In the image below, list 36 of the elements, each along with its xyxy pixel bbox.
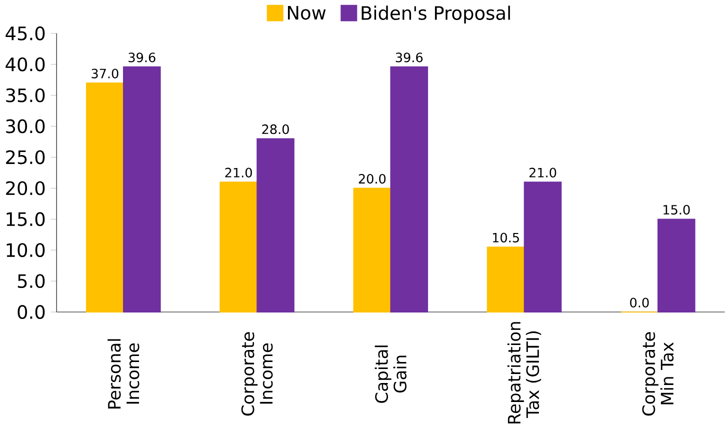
data-label: 37.0	[92, 68, 118, 78]
y-tick-label: 10.0	[6, 243, 45, 258]
x-tick-label: Repatriation Tax (GILTI)	[507, 322, 542, 424]
bar	[86, 82, 124, 313]
data-label: 39.6	[128, 52, 156, 62]
y-tick-label: 45.0	[6, 26, 45, 40]
data-label: 10.5	[492, 232, 519, 243]
y-tick-label: 5.0	[18, 274, 45, 288]
legend-label: Biden's Proposal	[362, 6, 510, 24]
bar	[353, 188, 392, 313]
bar	[256, 138, 294, 313]
y-tick-label: 0.0	[18, 305, 45, 320]
bar	[524, 182, 562, 313]
data-label: 39.6	[396, 52, 423, 62]
data-label: 28.0	[262, 124, 289, 134]
data-label: 20.0	[358, 174, 386, 184]
x-tick-label: Corporate Income	[241, 332, 273, 416]
y-tick-label: 40.0	[6, 57, 45, 72]
bar	[220, 182, 258, 313]
bar	[486, 246, 525, 313]
x-tick-label: Personal Income	[108, 339, 140, 409]
y-tick-label: 35.0	[6, 88, 45, 102]
y-tick-label: 25.0	[6, 150, 45, 164]
data-label: 15.0	[664, 205, 690, 215]
y-tick-label: 30.0	[6, 119, 45, 134]
x-tick-label: Corporate Min Tax	[642, 332, 674, 416]
y-tick-label: 20.0	[6, 181, 45, 196]
y-tick-label: 15.0	[6, 212, 45, 226]
bar	[390, 66, 428, 313]
data-label: 21.0	[529, 168, 556, 178]
data-label: 0.0	[630, 298, 649, 308]
x-tick-label: Capital Gain	[374, 346, 407, 403]
bar	[657, 218, 696, 313]
legend-label: Now	[288, 6, 326, 20]
bar	[122, 66, 161, 313]
data-label: 21.0	[225, 168, 252, 178]
